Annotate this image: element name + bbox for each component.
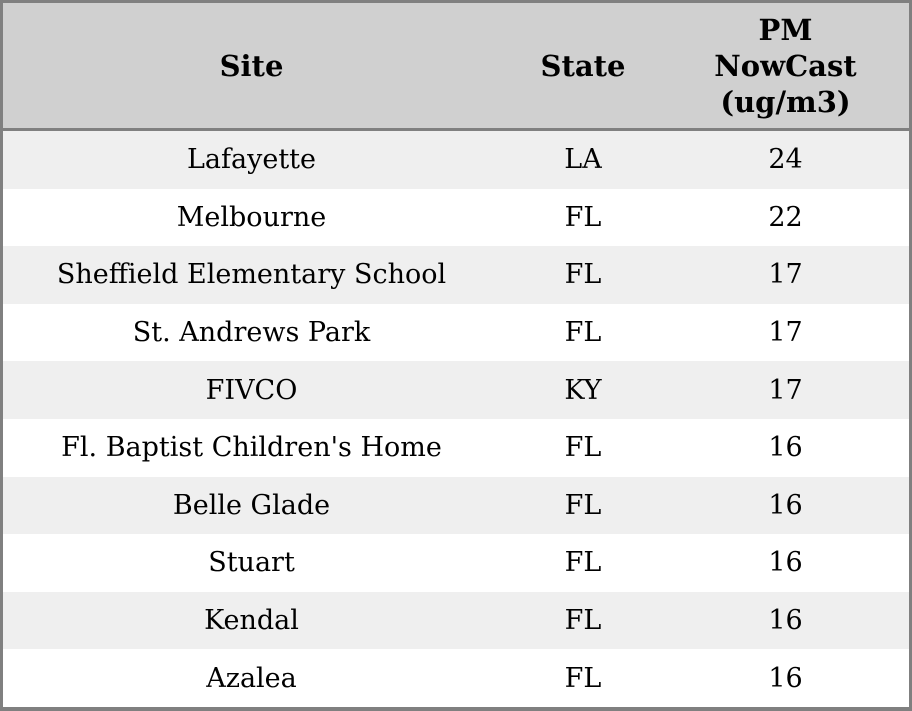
table-row: St. Andrews Park FL 17 — [3, 303, 909, 362]
pm-cell: 16 — [768, 432, 803, 464]
column-header-state: State — [540, 48, 626, 83]
site-cell: Melbourne — [176, 201, 327, 233]
pm-cell: 16 — [768, 489, 803, 521]
table-row: FIVCO KY 17 — [3, 361, 909, 419]
pm-cell: 22 — [768, 201, 803, 233]
table-row: Sheffield Elementary School FL 17 — [3, 246, 909, 304]
pm-cell: 16 — [768, 605, 803, 637]
pm-cell: 17 — [768, 317, 803, 349]
state-cell: FL — [564, 605, 602, 637]
pm-cell: 16 — [768, 547, 803, 579]
site-cell: Stuart — [208, 547, 295, 579]
state-cell: FL — [564, 432, 602, 464]
table-body: Lafayette LA 24 Melbourne FL 22 Sheffiel… — [3, 131, 909, 707]
site-cell: Belle Glade — [172, 489, 331, 521]
site-cell: Fl. Baptist Children's Home — [61, 432, 442, 464]
state-cell: FL — [564, 259, 602, 291]
state-cell: KY — [564, 374, 602, 406]
table-header-row: Site State PM NowCast (ug/m3) — [3, 3, 909, 131]
table-row: Stuart FL 16 — [3, 534, 909, 592]
table-row: Azalea FL 16 — [3, 649, 909, 707]
column-header-site: Site — [219, 48, 284, 83]
state-cell: FL — [564, 201, 602, 233]
site-cell: FIVCO — [205, 374, 298, 406]
pm-cell: 17 — [768, 259, 803, 291]
site-cell: Lafayette — [186, 144, 317, 176]
table-row: Belle Glade FL 16 — [3, 476, 909, 535]
site-cell: Sheffield Elementary School — [56, 259, 447, 291]
table-row: Fl. Baptist Children's Home FL 16 — [3, 418, 909, 477]
table-row: Melbourne FL 22 — [3, 188, 909, 247]
state-cell: LA — [564, 144, 602, 176]
pm-cell: 17 — [768, 374, 803, 406]
pm-cell: 16 — [768, 662, 803, 694]
site-cell: St. Andrews Park — [132, 317, 371, 349]
site-cell: Kendal — [204, 605, 299, 637]
state-cell: FL — [564, 489, 602, 521]
state-cell: FL — [564, 317, 602, 349]
table-row: Lafayette LA 24 — [3, 131, 909, 189]
state-cell: FL — [564, 662, 602, 694]
state-cell: FL — [564, 547, 602, 579]
site-cell: Azalea — [206, 662, 297, 694]
pm-cell: 24 — [768, 144, 803, 176]
table-row: Kendal FL 16 — [3, 591, 909, 650]
column-header-pm-nowcast: PM NowCast (ug/m3) — [714, 12, 857, 119]
